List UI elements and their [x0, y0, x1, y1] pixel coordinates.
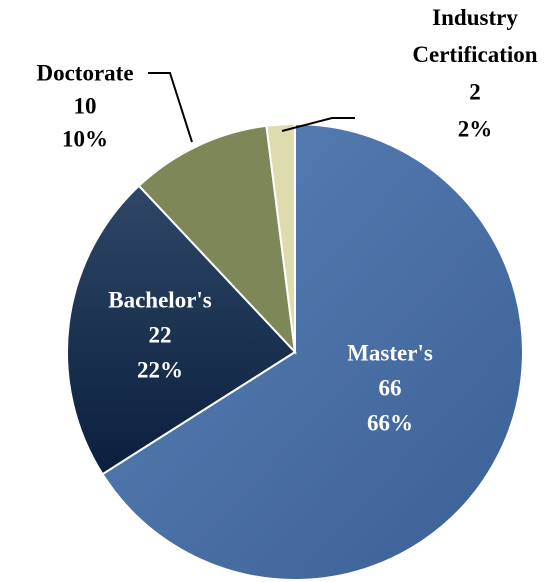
slice-label: Master's — [347, 340, 433, 365]
slice-percent: 66% — [367, 410, 413, 435]
slice-percent: 2% — [458, 116, 493, 141]
slice-label: Industry Certification — [412, 5, 537, 67]
slice-percent: 22% — [137, 357, 183, 382]
pie-slice — [101, 122, 524, 581]
slice-value: 22 — [149, 322, 172, 347]
slice-value: 2 — [469, 79, 481, 104]
leader-line — [148, 72, 193, 143]
slice-label: Bachelor's — [108, 287, 212, 312]
slice-value: 66 — [379, 375, 402, 400]
pie-slice — [137, 124, 297, 355]
slice-value: 10 — [74, 93, 97, 118]
slice-label: Doctorate — [36, 60, 133, 85]
leader-line — [281, 117, 355, 132]
pie-slice — [66, 184, 297, 476]
pie-slice — [265, 122, 296, 353]
slice-percent: 10% — [62, 126, 108, 151]
